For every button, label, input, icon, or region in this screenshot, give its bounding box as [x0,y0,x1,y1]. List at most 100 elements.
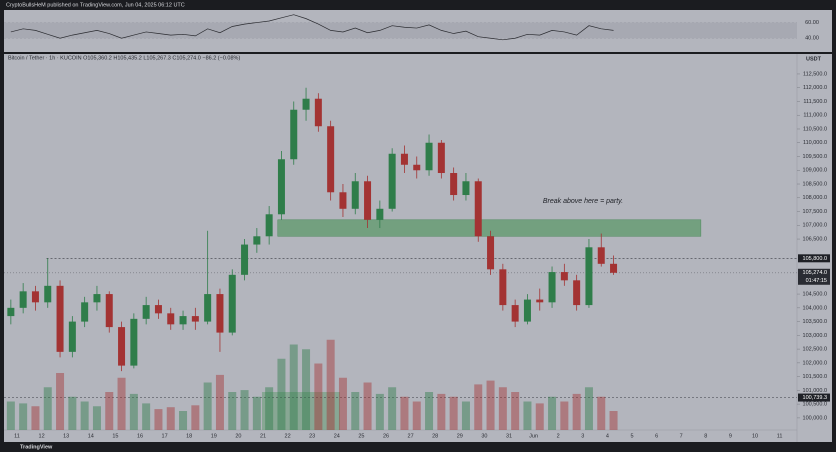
volume-bar [252,396,261,430]
volume-bar [154,409,163,430]
x-tick-label: 7 [680,433,683,439]
y-tick-label: 108,000.0 [803,195,827,201]
volume-bar [498,387,507,430]
x-tick-label: 11 [777,433,783,439]
volume-bar [240,390,249,430]
x-tick-label: 11 [14,433,20,439]
volume-bar [326,339,335,430]
x-tick-label: 21 [260,433,266,439]
y-tick-label: 107,000.0 [803,223,827,229]
candle-body [462,181,470,196]
volume-bar [572,393,581,430]
volume-bar [56,373,65,430]
rsi-tick-label: 40.00 [805,36,819,42]
header: CryptoBullsHeM published on TradingView.… [6,2,185,8]
candle-body [560,272,568,281]
candle-body [93,294,101,303]
volume-bar [191,405,200,430]
volume-bar [31,406,40,430]
volume-bar [80,401,89,430]
x-tick-label: 28 [432,433,438,439]
candle-body [548,272,556,303]
x-tick-label: 20 [235,433,241,439]
volume-bar [338,377,347,430]
candle-body [376,208,384,220]
x-tick-label: 17 [162,433,168,439]
volume-bar [43,387,52,430]
volume-bar [314,363,323,430]
candle-body [474,181,482,237]
x-tick-label: 6 [655,433,658,439]
candle-body [105,294,113,328]
candle-body [154,305,162,314]
y-tick-label: 100,000.0 [803,415,827,421]
x-tick-label: 4 [606,433,609,439]
y-tick-label: 106,500.0 [803,237,827,243]
volume-bar [179,411,188,430]
candle-body [216,294,224,333]
y-tick-label: 109,000.0 [803,168,827,174]
x-tick-label: Jun [529,433,538,439]
candle-body [585,247,593,306]
candle-body [265,214,273,237]
y-tick-label: 110,000.0 [803,140,827,146]
volume-bar [277,358,286,430]
volume-bar [215,374,224,430]
volume-bar [511,392,520,430]
y-tick-label: 104,000.0 [803,305,827,311]
candle-body [44,285,52,303]
volume-bar [388,387,397,430]
last-price-badge [798,268,830,285]
legend: Bitcoin / Tether · 1h · KUCOIN O105,360.… [8,55,240,61]
x-tick-label: 23 [309,433,315,439]
rsi-tick-label: 60.00 [805,20,819,26]
x-tick-label: 30 [481,433,487,439]
volume-bar [412,401,421,430]
candle-body [290,109,298,160]
rsi-line [10,14,614,41]
candle-body [536,299,544,303]
candle-body [487,236,495,270]
x-tick-label: 3 [581,433,584,439]
candle-body [167,313,175,325]
volume-level-badge [798,393,830,402]
x-tick-label: 10 [752,433,758,439]
x-tick-label: 31 [506,433,512,439]
candle-body [351,181,359,209]
candle-body [277,159,285,215]
volume-bar [166,407,175,430]
x-tick-label: 14 [88,433,94,439]
y-tick-label: 102,000.0 [803,360,827,366]
x-tick-label: 2 [557,433,560,439]
candle-body [19,291,27,308]
x-tick-label: 27 [408,433,414,439]
x-tick-label: 9 [729,433,732,439]
zone [277,219,702,237]
volume-bar [351,392,360,430]
x-tick-label: 22 [285,433,291,439]
candle-body [499,269,507,306]
y-tick-label: 112,500.0 [803,71,827,77]
candle-body [388,153,396,209]
y-tick-label: 108,500.0 [803,181,827,187]
y-tick-label: 101,000.0 [803,388,827,394]
x-tick-label: 25 [358,433,364,439]
candle-body [364,181,372,220]
y-tick-label: 111,000.0 [803,113,827,119]
volume-bar [375,393,384,430]
annotation: Break above here = party. [543,198,623,205]
volume-bar [129,393,138,430]
candle-body [327,126,335,193]
y-tick-label: 102,500.0 [803,347,827,353]
x-tick-label: 5 [630,433,633,439]
volume-bar [68,396,77,430]
footer: TradingView [20,444,53,450]
last-price-label: 105,274.0 [803,270,827,276]
volume-bar [302,349,311,430]
volume-bar [486,380,495,430]
y-tick-label: 103,000.0 [803,333,827,339]
main-panel [4,54,832,442]
volume-bar [228,392,237,430]
candle-body [68,321,76,352]
